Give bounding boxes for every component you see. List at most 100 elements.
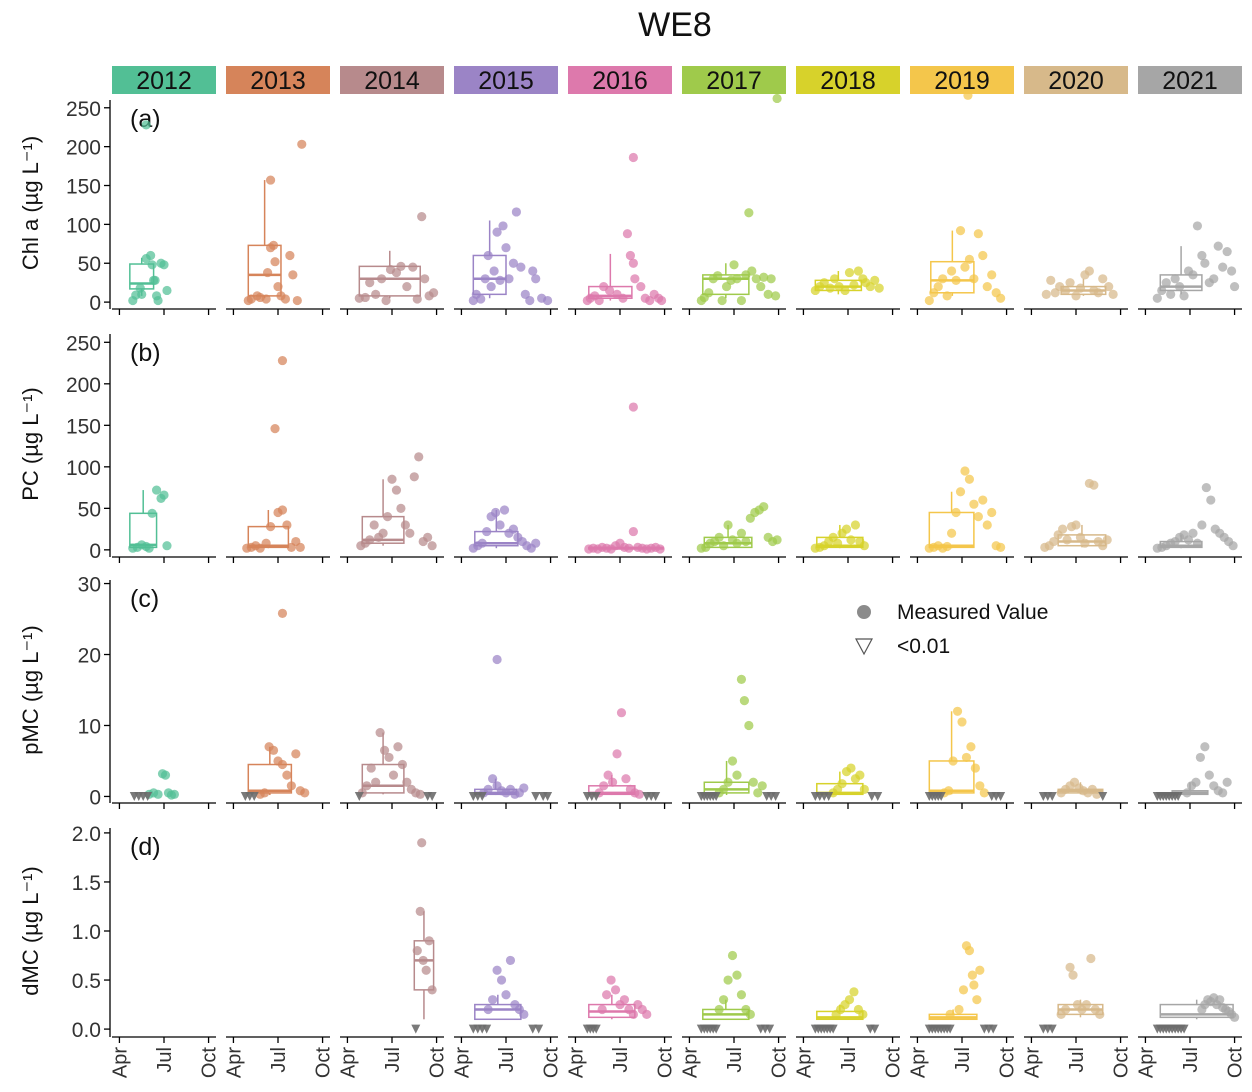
nondetect-point <box>534 1024 544 1034</box>
x-tick-label: Jul <box>724 1047 746 1073</box>
data-point <box>972 995 982 1005</box>
data-point <box>160 770 171 780</box>
data-point <box>849 987 859 997</box>
x-tick-label: Apr <box>109 1047 131 1078</box>
facet <box>340 452 444 563</box>
data-point <box>265 175 276 185</box>
x-tick-label: Oct <box>541 1047 563 1079</box>
panel-tag: (d) <box>130 833 161 861</box>
y-tick-label: 0 <box>89 540 101 563</box>
data-point <box>295 542 305 552</box>
x-tick-label: Oct <box>655 1047 677 1079</box>
data-point <box>961 752 972 763</box>
facet <box>910 90 1014 315</box>
x-tick-label: Apr <box>907 1047 929 1078</box>
facet <box>910 466 1014 563</box>
data-point <box>606 975 616 985</box>
data-point <box>291 749 301 759</box>
data-point <box>975 965 985 975</box>
data-point <box>628 152 638 163</box>
data-point <box>1182 788 1192 798</box>
data-point <box>371 777 381 787</box>
data-point <box>365 535 375 545</box>
x-tick-label: Apr <box>565 1047 587 1078</box>
data-point <box>1049 536 1059 547</box>
data-point <box>1065 278 1075 288</box>
data-point <box>704 288 714 298</box>
y-tick-label: 0 <box>89 292 101 315</box>
data-point <box>636 281 646 292</box>
data-point <box>951 275 961 285</box>
facet: Apr Jul Oct <box>1135 993 1247 1078</box>
data-point <box>942 291 952 301</box>
data-point <box>996 293 1006 303</box>
year-strips: 2012 2013 2014 2015 2016 2017 2018 2019 2020 2021 <box>112 66 1242 95</box>
x-tick-label: Jul <box>952 1047 974 1073</box>
panel-tag: (b) <box>130 339 161 367</box>
year-strip <box>112 66 216 94</box>
data-point <box>1080 538 1090 548</box>
x-tick-label: Oct <box>1111 1047 1133 1079</box>
data-point <box>396 261 406 271</box>
x-tick-label: Oct <box>313 1047 335 1079</box>
data-point <box>723 975 733 985</box>
data-point <box>162 541 172 551</box>
nondetect-point <box>828 1024 838 1034</box>
data-point <box>634 789 644 799</box>
data-point <box>482 526 492 537</box>
data-point <box>745 1009 755 1019</box>
data-point <box>982 281 992 292</box>
data-point <box>1170 274 1180 284</box>
data-point <box>519 783 529 793</box>
data-point <box>1206 495 1216 505</box>
x-tick-label: Jul <box>496 1047 518 1073</box>
data-point <box>756 281 766 292</box>
data-point <box>766 274 776 284</box>
data-point <box>492 965 502 975</box>
data-point <box>1227 266 1237 276</box>
data-point <box>488 774 498 784</box>
data-point <box>1061 285 1071 296</box>
data-point <box>741 536 751 547</box>
nondetect-point <box>528 1024 538 1034</box>
data-point <box>987 270 997 280</box>
x-tick-label: Jul <box>382 1047 404 1073</box>
nondetect-point <box>873 791 883 801</box>
data-point <box>1213 241 1223 251</box>
data-point <box>277 759 288 770</box>
data-point <box>159 490 169 500</box>
x-tick-label: Apr <box>451 1047 473 1078</box>
y-tick-label: 200 <box>66 137 101 160</box>
facet <box>454 654 558 809</box>
data-point <box>844 995 855 1005</box>
legend-marker-circle <box>857 605 871 619</box>
data-point <box>483 250 493 261</box>
data-point <box>300 788 310 798</box>
x-tick-label: Jul <box>268 1047 290 1073</box>
data-point <box>151 485 162 495</box>
facet <box>1138 742 1242 809</box>
nondetect-point <box>249 791 259 801</box>
facet <box>340 212 444 315</box>
data-point <box>612 749 622 759</box>
data-point <box>957 717 967 727</box>
data-point <box>511 207 521 217</box>
data-point <box>288 270 298 280</box>
data-point <box>973 229 983 239</box>
data-point <box>417 838 427 848</box>
data-point <box>996 542 1006 552</box>
facet <box>568 152 672 315</box>
data-point <box>1062 535 1072 545</box>
year-strip <box>454 66 558 94</box>
data-point <box>719 784 729 794</box>
data-point <box>955 225 966 236</box>
x-tick-label: Oct <box>769 1047 791 1079</box>
year-strip <box>340 66 444 94</box>
data-point <box>969 980 979 990</box>
data-point <box>147 508 157 518</box>
data-point <box>960 262 970 272</box>
data-point <box>1188 528 1198 538</box>
data-point <box>605 285 615 296</box>
data-point <box>486 281 496 292</box>
